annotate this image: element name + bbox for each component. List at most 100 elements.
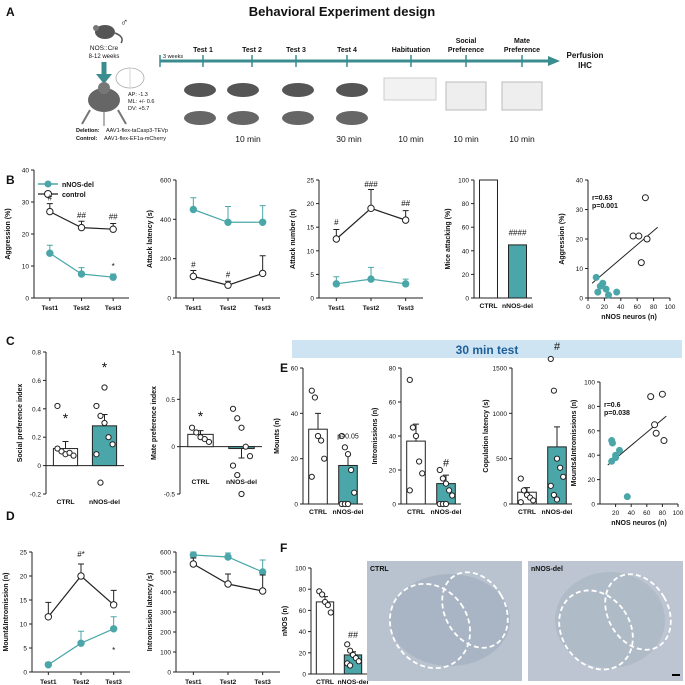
- data-point: [77, 572, 85, 580]
- y-tick-label: 60: [588, 428, 596, 435]
- line-chart: 0 200 400 600 Attack latency (s) Test1 Test2 Te…: [147, 178, 280, 312]
- scatter-point: [592, 273, 600, 281]
- timeline-step-label: Social: [456, 38, 477, 45]
- y-tick-label: 0: [167, 296, 171, 303]
- y-tick-label: 1: [171, 350, 175, 357]
- ctrl-roi-outline: [389, 582, 471, 670]
- y-tick-label: 40: [22, 168, 30, 175]
- data-point: [224, 580, 232, 588]
- data-dot: [553, 455, 561, 462]
- x-tick-label: Test2: [363, 305, 380, 312]
- data-point: [258, 218, 267, 226]
- duration-label: 10 min: [398, 134, 424, 144]
- data-dot: [347, 647, 354, 654]
- annotation: ##: [348, 630, 358, 640]
- y-tick-label: 300: [160, 610, 171, 617]
- y-tick-label: 5: [23, 646, 27, 653]
- annotation: ##: [77, 211, 86, 220]
- y-tick-label: -0.5: [164, 492, 176, 499]
- timeline-step-label: Test 2: [242, 47, 262, 54]
- y-tick-label: 30: [22, 200, 30, 207]
- data-dot: [319, 591, 326, 598]
- y-tick-label: 20: [299, 650, 307, 657]
- timeline-step-label: Mate: [514, 38, 530, 45]
- bar-chart: -0.2 0 0.2 0.4 0.6 0.8 Social preference index…: [17, 350, 124, 506]
- data-dot: [547, 482, 554, 489]
- x-tick-label: nNOS-del: [226, 479, 257, 486]
- data-point: [77, 639, 85, 647]
- data-dot: [308, 387, 315, 394]
- nnos-roi-outline-2: [604, 573, 672, 651]
- annotation: *: [63, 410, 69, 426]
- timeline-steps: Test 1 Test 2 Test 3 Test 4 Habituation Socia…: [193, 38, 540, 67]
- data-dot: [308, 473, 315, 480]
- y-tick-label: 400: [160, 590, 171, 597]
- y-axis-label: Mounts&Intromissions (n): [571, 400, 578, 487]
- data-point: [44, 613, 53, 621]
- scatter-point: [608, 439, 616, 447]
- y-tick-label: 15: [307, 225, 315, 232]
- y-tick-label: 0.8: [32, 350, 41, 357]
- y-tick-label: -0.2: [30, 492, 42, 499]
- scatter-point: [605, 291, 612, 299]
- error-bar: [238, 448, 245, 459]
- data-point: [189, 272, 198, 281]
- y-tick-label: 10: [20, 622, 28, 629]
- scatter-point: [637, 259, 645, 267]
- data-dot: [530, 497, 537, 504]
- stat-label: p=0.038: [604, 410, 630, 417]
- y-tick-label: 40: [389, 434, 397, 441]
- timeline-step-label: Preference: [448, 47, 484, 54]
- panel-label-d: D: [6, 509, 15, 523]
- timeline-step-label: Test 3: [286, 47, 306, 54]
- data-point: [258, 568, 267, 576]
- weeks-label: 3 weeks: [163, 54, 183, 60]
- coord-dv: DV: +5.7: [128, 106, 149, 112]
- scatter-point: [594, 288, 602, 296]
- data-dot: [58, 448, 65, 455]
- series-line: [335, 207, 406, 240]
- y-axis-label: Mounts (n): [274, 418, 281, 454]
- ihc-label: IHC: [578, 61, 592, 70]
- data-dot: [442, 480, 450, 487]
- annotation: *: [198, 408, 204, 424]
- data-dot: [344, 641, 351, 648]
- y-tick-label: 0.2: [32, 435, 41, 442]
- data-point: [224, 553, 232, 561]
- x-tick-label: CTRL: [56, 499, 74, 506]
- annotation: #: [334, 218, 339, 227]
- x-tick-label: 20: [612, 510, 620, 517]
- deletion-label: Deletion:: [76, 128, 100, 134]
- y-tick-label: 80: [462, 201, 470, 208]
- y-tick-label: 10: [576, 266, 584, 273]
- x-tick-label: 40: [617, 304, 625, 311]
- legend-marker-control: [44, 190, 52, 198]
- y-tick-label: 200: [160, 256, 171, 263]
- y-tick-label: 20: [20, 574, 28, 581]
- scatter-point: [641, 194, 649, 202]
- data-point: [224, 218, 232, 226]
- duration-label: 10 min: [453, 134, 479, 144]
- x-tick-label: Test2: [73, 679, 90, 685]
- y-tick-label: 80: [389, 366, 397, 373]
- y-tick-label: 600: [160, 178, 171, 185]
- bar: [479, 179, 498, 299]
- control-virus: AAV1-flex-EF1a-mCherry: [104, 136, 166, 142]
- data-dot: [205, 438, 213, 446]
- coord-ap: AP: -1.3: [128, 92, 148, 98]
- y-tick-label: 500: [496, 456, 507, 463]
- data-dot: [409, 424, 416, 431]
- data-point: [46, 249, 54, 257]
- annotation: #: [226, 270, 231, 279]
- data-point: [77, 270, 86, 278]
- mouse-age: 8-12 weeks: [89, 54, 120, 60]
- data-dot: [93, 402, 100, 410]
- y-tick-label: 80: [588, 404, 596, 411]
- panel-a: A Behavioral Experiment design ♂ NOS::Cr…: [6, 4, 604, 144]
- y-axis-label: Aggression (%): [5, 208, 12, 259]
- y-axis-label: nNOS (n): [282, 606, 289, 636]
- y-tick-label: 0: [302, 672, 306, 679]
- mate-arena: [501, 81, 543, 111]
- data-dot: [238, 490, 245, 498]
- data-dot: [341, 444, 348, 451]
